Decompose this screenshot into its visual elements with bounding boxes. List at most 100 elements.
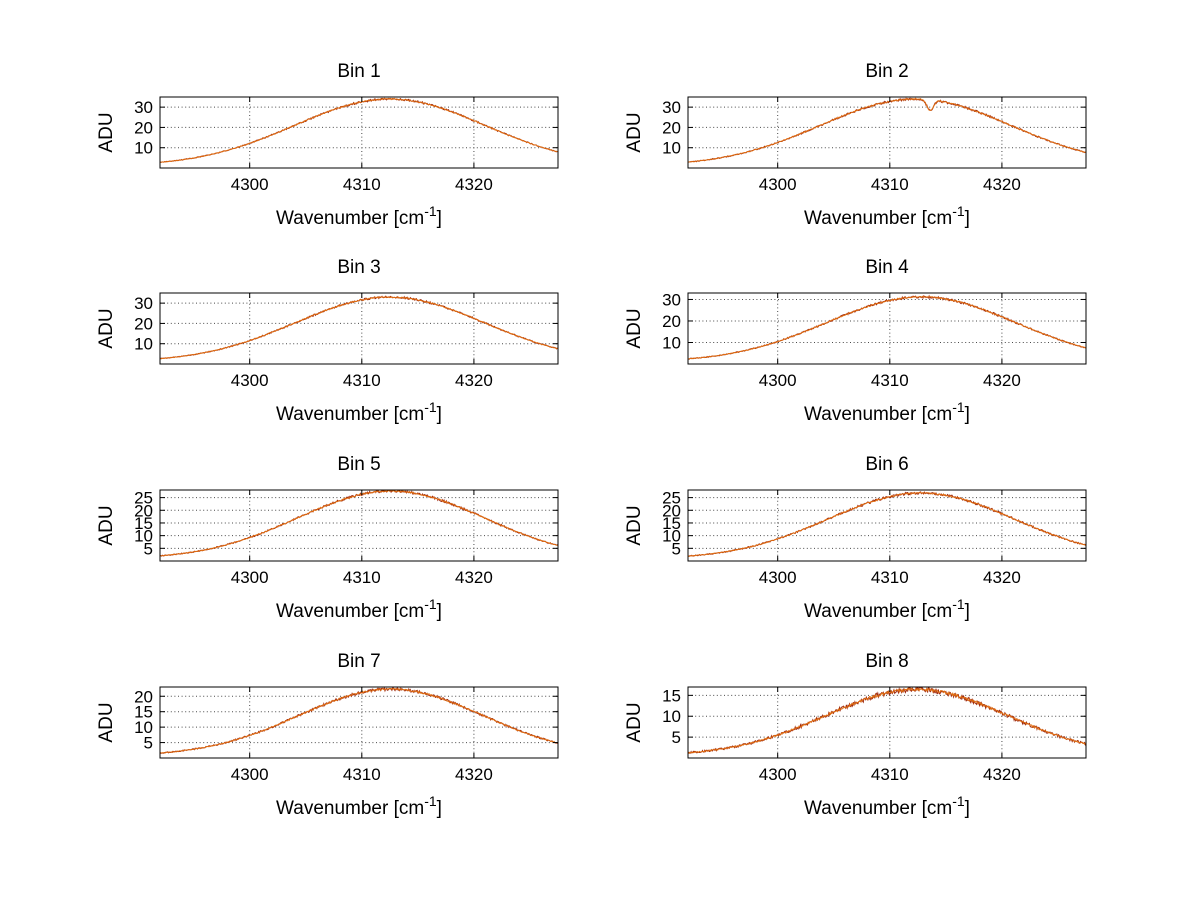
x-tick-label: 4320 (455, 371, 493, 390)
x-tick-label: 4310 (343, 765, 381, 784)
grid (688, 97, 1086, 168)
y-tick-label: 30 (134, 294, 153, 313)
y-tick-label: 20 (662, 312, 681, 331)
x-tick-label: 4300 (231, 568, 269, 587)
grid (688, 687, 1086, 758)
y-tick-label: 10 (134, 527, 153, 546)
spectrum-line (160, 296, 558, 360)
x-tick-label: 4320 (983, 175, 1021, 194)
grid (688, 293, 1086, 364)
y-axis-label: ADU (624, 308, 645, 348)
y-axis-label: ADU (624, 702, 645, 742)
y-tick-label: 20 (134, 501, 153, 520)
subplot-title: Bin 8 (865, 651, 908, 672)
spectrum-line (160, 687, 558, 754)
x-tick-label: 4300 (231, 765, 269, 784)
axes-box (687, 686, 1087, 759)
y-tick-label: 20 (662, 501, 681, 520)
tick-marks (160, 687, 558, 758)
y-tick-label: 5 (144, 734, 153, 753)
subplot-bin-4: Bin 4 4300 4310 4320 10 20 30 ADU Wavenumber [cm… (624, 257, 1087, 425)
tick-marks (160, 97, 558, 168)
subplot-title: Bin 3 (337, 257, 380, 278)
x-tick-label: 4300 (759, 568, 797, 587)
y-axis-label: ADU (96, 112, 117, 152)
x-axis-label: Wavenumber [cm-1] (804, 793, 970, 819)
y-tick-label: 25 (134, 489, 153, 508)
x-tick-label: 4300 (759, 765, 797, 784)
subplot-bin-8: Bin 8 4300 4310 4320 5 10 15 ADU Wavenumber [cm-… (624, 651, 1087, 819)
y-tick-label: 20 (134, 118, 153, 137)
y-tick-label: 5 (672, 539, 681, 558)
x-tick-label: 4310 (343, 175, 381, 194)
x-tick-label: 4310 (343, 568, 381, 587)
x-tick-label: 4310 (871, 371, 909, 390)
spectrum-line (160, 97, 558, 163)
x-tick-label: 4320 (983, 568, 1021, 587)
x-axis-label: Wavenumber [cm-1] (276, 596, 442, 622)
x-axis-label: Wavenumber [cm-1] (804, 596, 970, 622)
tick-marks (160, 293, 558, 364)
spectrum-line (160, 490, 558, 557)
tick-marks (688, 293, 1086, 364)
y-tick-label: 10 (662, 333, 681, 352)
y-tick-label: 20 (662, 118, 681, 137)
x-tick-label: 4310 (343, 371, 381, 390)
x-axis-label: Wavenumber [cm-1] (276, 793, 442, 819)
y-tick-label: 30 (134, 98, 153, 117)
y-tick-label: 20 (134, 314, 153, 333)
grid (160, 97, 558, 168)
subplot-title: Bin 1 (337, 61, 380, 82)
spectrum-line (688, 491, 1086, 557)
x-axis-label: Wavenumber [cm-1] (804, 203, 970, 229)
tick-marks (688, 490, 1086, 561)
y-axis-label: ADU (624, 505, 645, 545)
y-tick-label: 30 (662, 98, 681, 117)
y-tick-label: 10 (662, 707, 681, 726)
x-tick-label: 4300 (759, 371, 797, 390)
spectrum-line (688, 97, 1086, 163)
y-tick-label: 5 (672, 728, 681, 747)
x-tick-label: 4320 (983, 765, 1021, 784)
subplot-title: Bin 4 (865, 257, 909, 278)
y-axis-label: ADU (96, 308, 117, 348)
x-tick-label: 4320 (455, 568, 493, 587)
axes-box (687, 489, 1087, 562)
y-tick-label: 10 (662, 527, 681, 546)
y-tick-label: 10 (662, 139, 681, 158)
axes-box (159, 96, 559, 169)
y-axis-label: ADU (624, 112, 645, 152)
grid (160, 490, 558, 561)
y-tick-label: 15 (662, 686, 681, 705)
y-tick-label: 20 (134, 687, 153, 706)
tick-marks (688, 687, 1086, 758)
axes-box (687, 292, 1087, 365)
axes-box (159, 292, 559, 365)
y-tick-label: 30 (662, 290, 681, 309)
x-tick-label: 4300 (231, 175, 269, 194)
tick-marks (160, 490, 558, 561)
x-tick-label: 4310 (871, 175, 909, 194)
subplot-title: Bin 7 (337, 651, 380, 672)
y-tick-label: 25 (662, 489, 681, 508)
x-tick-label: 4310 (871, 765, 909, 784)
axes-box (159, 686, 559, 759)
x-tick-label: 4320 (455, 175, 493, 194)
subplot-title: Bin 6 (865, 454, 908, 475)
spectrum-line (688, 687, 1086, 754)
x-axis-label: Wavenumber [cm-1] (276, 399, 442, 425)
subplot-title: Bin 5 (337, 454, 380, 475)
y-tick-label: 10 (134, 718, 153, 737)
x-tick-label: 4300 (231, 371, 269, 390)
x-tick-label: 4320 (455, 765, 493, 784)
y-tick-label: 5 (144, 539, 153, 558)
x-tick-label: 4300 (759, 175, 797, 194)
